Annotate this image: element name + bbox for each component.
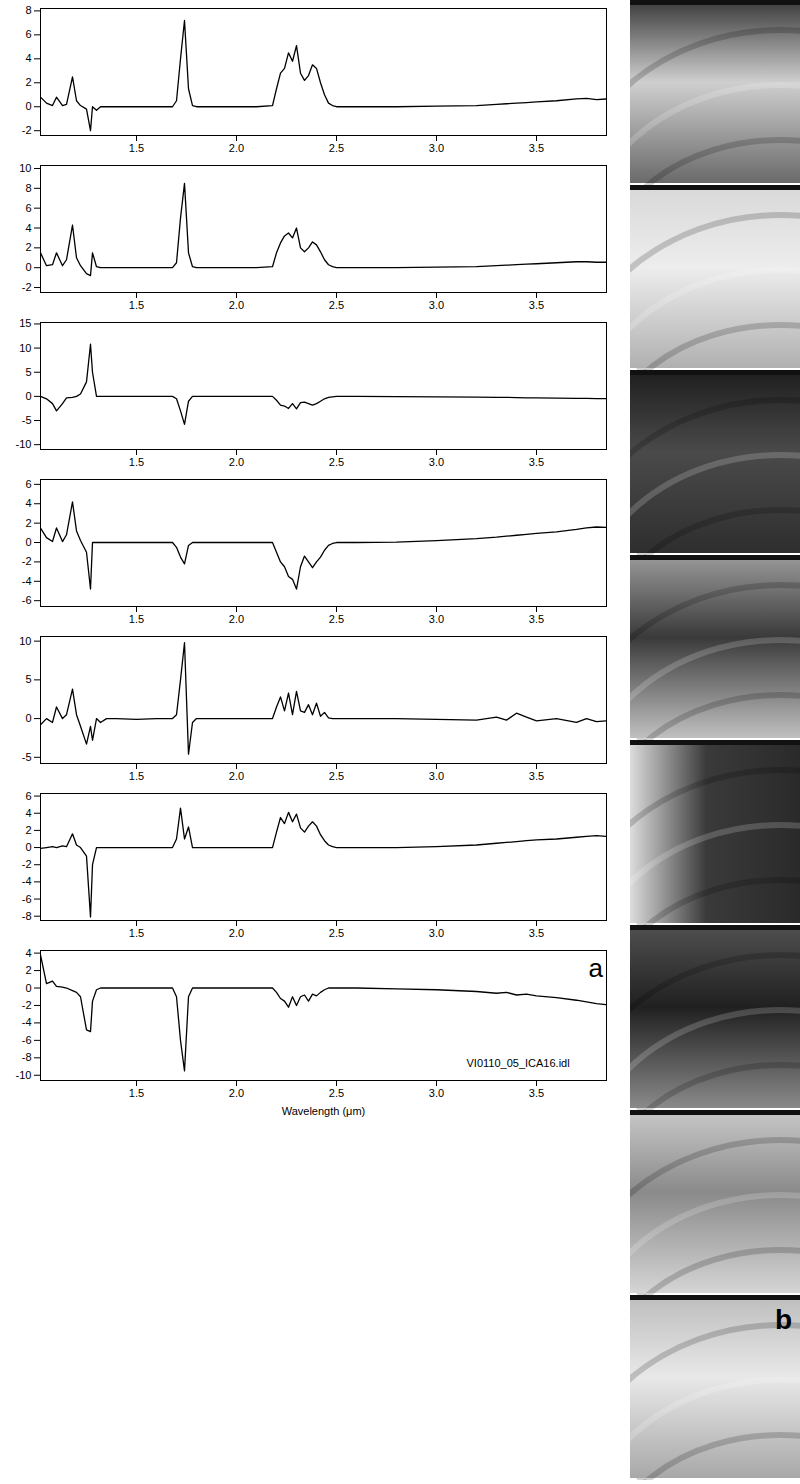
svg-text:4: 4 (25, 807, 31, 819)
svg-text:6: 6 (25, 790, 31, 802)
svg-text:3.0: 3.0 (429, 299, 444, 311)
svg-text:-10: -10 (16, 438, 32, 450)
svg-text:-6: -6 (22, 594, 32, 606)
svg-text:-2: -2 (22, 999, 32, 1011)
svg-text:10: 10 (19, 162, 31, 174)
svg-text:3.0: 3.0 (429, 1087, 444, 1099)
svg-text:-6: -6 (22, 893, 32, 905)
svg-text:-2: -2 (22, 124, 32, 136)
svg-text:-4: -4 (22, 1016, 32, 1028)
svg-text:1.5: 1.5 (129, 927, 144, 939)
svg-text:1.5: 1.5 (129, 299, 144, 311)
svg-text:4: 4 (25, 222, 31, 234)
svg-text:0: 0 (25, 982, 31, 994)
svg-text:3.0: 3.0 (429, 456, 444, 468)
svg-text:-2: -2 (22, 555, 32, 567)
svg-text:2.5: 2.5 (329, 142, 344, 154)
svg-text:6: 6 (25, 28, 31, 40)
svg-text:5: 5 (25, 366, 31, 378)
svg-text:2.5: 2.5 (329, 770, 344, 782)
svg-text:10: 10 (19, 342, 31, 354)
svg-text:1.5: 1.5 (129, 142, 144, 154)
svg-text:2.0: 2.0 (229, 1087, 244, 1099)
svg-text:0: 0 (25, 390, 31, 402)
svg-text:3.0: 3.0 (429, 613, 444, 625)
svg-text:-2: -2 (22, 858, 32, 870)
svg-text:b: b (775, 1304, 792, 1335)
svg-text:2.5: 2.5 (329, 613, 344, 625)
svg-text:-2: -2 (22, 281, 32, 293)
svg-text:-4: -4 (22, 875, 32, 887)
svg-text:3.5: 3.5 (529, 1087, 544, 1099)
svg-text:4: 4 (25, 52, 31, 64)
svg-text:5: 5 (25, 673, 31, 685)
svg-text:-10: -10 (16, 1069, 32, 1081)
svg-text:2.5: 2.5 (329, 1087, 344, 1099)
svg-text:0: 0 (25, 261, 31, 273)
svg-text:3.5: 3.5 (529, 299, 544, 311)
svg-text:2.5: 2.5 (329, 456, 344, 468)
svg-text:1.5: 1.5 (129, 770, 144, 782)
svg-text:-8: -8 (22, 910, 32, 922)
svg-text:1.5: 1.5 (129, 456, 144, 468)
svg-text:1.5: 1.5 (129, 1087, 144, 1099)
svg-text:6: 6 (25, 202, 31, 214)
svg-text:0: 0 (25, 536, 31, 548)
svg-text:3.0: 3.0 (429, 927, 444, 939)
svg-text:3.5: 3.5 (529, 770, 544, 782)
svg-text:2: 2 (25, 824, 31, 836)
svg-text:2.0: 2.0 (229, 770, 244, 782)
svg-text:2.0: 2.0 (229, 299, 244, 311)
svg-text:4: 4 (25, 947, 31, 959)
svg-text:0: 0 (25, 100, 31, 112)
svg-text:3.5: 3.5 (529, 142, 544, 154)
svg-text:-8: -8 (22, 1051, 32, 1063)
svg-text:2.0: 2.0 (229, 927, 244, 939)
svg-text:-6: -6 (22, 1034, 32, 1046)
svg-text:2: 2 (25, 241, 31, 253)
svg-text:3.5: 3.5 (529, 456, 544, 468)
svg-text:2.5: 2.5 (329, 927, 344, 939)
svg-text:2: 2 (25, 517, 31, 529)
svg-text:2.0: 2.0 (229, 142, 244, 154)
svg-text:a: a (589, 953, 604, 983)
svg-text:6: 6 (25, 478, 31, 490)
svg-text:8: 8 (25, 182, 31, 194)
svg-text:Wavelength (μm): Wavelength (μm) (282, 1105, 366, 1117)
svg-text:3.0: 3.0 (429, 142, 444, 154)
svg-text:1.5: 1.5 (129, 613, 144, 625)
svg-text:-4: -4 (22, 575, 32, 587)
svg-text:3.5: 3.5 (529, 613, 544, 625)
svg-text:10: 10 (19, 635, 31, 647)
svg-text:4: 4 (25, 497, 31, 509)
svg-text:3.0: 3.0 (429, 770, 444, 782)
svg-text:0: 0 (25, 712, 31, 724)
svg-text:15: 15 (19, 317, 31, 329)
svg-text:-5: -5 (22, 751, 32, 763)
svg-text:2.5: 2.5 (329, 299, 344, 311)
svg-text:2.0: 2.0 (229, 613, 244, 625)
svg-text:VI0110_05_ICA16.idl: VI0110_05_ICA16.idl (467, 1057, 570, 1069)
svg-text:2: 2 (25, 964, 31, 976)
svg-text:3.5: 3.5 (529, 927, 544, 939)
svg-text:-5: -5 (22, 414, 32, 426)
svg-text:2.0: 2.0 (229, 456, 244, 468)
svg-text:8: 8 (25, 4, 31, 16)
svg-text:0: 0 (25, 841, 31, 853)
svg-text:2: 2 (25, 76, 31, 88)
